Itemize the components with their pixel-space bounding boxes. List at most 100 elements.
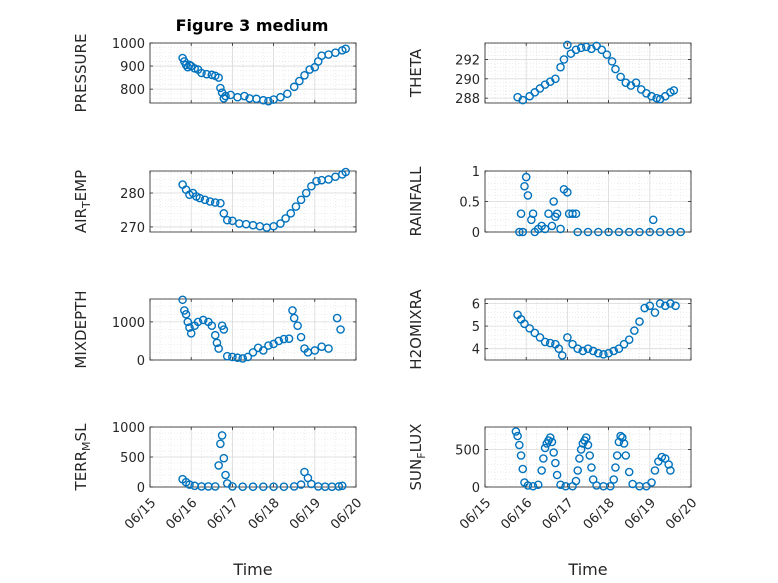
- data-point: [619, 339, 629, 349]
- data-point: [650, 308, 660, 317]
- data-point: [516, 209, 526, 218]
- data-point: [238, 482, 247, 492]
- data-point: [594, 227, 603, 237]
- data-point: [312, 176, 321, 186]
- figure-title: Figure 3 medium: [176, 16, 329, 35]
- data-point: [576, 445, 586, 454]
- subplot-1: 800 900 1000 PRESSURE: [72, 34, 357, 112]
- data-point: [521, 172, 531, 182]
- axes-frame: [484, 426, 692, 488]
- data-point: [291, 202, 301, 211]
- data-point: [296, 332, 306, 342]
- data-point: [258, 346, 268, 355]
- data-point: [655, 227, 665, 237]
- data-point: [647, 91, 656, 101]
- y-tick-label: 292: [455, 53, 480, 68]
- y-tick-label: 290: [455, 73, 480, 88]
- data-point: [219, 94, 229, 103]
- subplot-5: 0 1000 MIXDEPTH: [72, 290, 357, 369]
- data-point: [547, 221, 557, 231]
- data-point: [214, 73, 223, 82]
- data-point: [216, 439, 225, 449]
- data-point: [212, 338, 222, 348]
- data-point: [276, 219, 285, 228]
- data-point: [248, 482, 258, 492]
- data-point: [178, 295, 187, 305]
- data-point: [568, 209, 577, 218]
- y-tick-label: 288: [455, 92, 480, 107]
- data-point: [248, 348, 258, 357]
- data-point: [243, 352, 253, 362]
- axes-frame: [149, 42, 357, 104]
- data-point: [621, 451, 631, 460]
- y-tick-label: 0: [472, 481, 480, 496]
- data-point: [300, 71, 309, 80]
- data-point: [186, 329, 196, 338]
- data-point: [527, 215, 536, 225]
- subplot-6: 4 5 6 H2OMIXRA: [407, 289, 692, 370]
- data-point: [609, 346, 619, 356]
- data-point: [228, 482, 237, 491]
- data-point: [554, 344, 564, 354]
- data-point: [604, 227, 613, 237]
- data-point: [197, 68, 206, 78]
- data-point: [583, 440, 593, 450]
- y-tick-label: 1000: [112, 316, 145, 331]
- data-point: [528, 481, 538, 491]
- data-point: [181, 60, 191, 70]
- data-point: [540, 443, 550, 453]
- data-point: [647, 478, 656, 487]
- data-point: [587, 463, 596, 472]
- y-tick-label: 270: [120, 221, 145, 236]
- data-point: [295, 76, 304, 86]
- y-axis-label: RAINFALL: [407, 166, 425, 237]
- data-point: [581, 42, 591, 52]
- data-point: [585, 451, 595, 460]
- data-point: [563, 333, 572, 342]
- subplot-2: 288 290 292 THETA: [407, 40, 692, 107]
- data-point: [607, 57, 617, 66]
- data-point: [202, 69, 211, 79]
- data-point: [296, 195, 306, 205]
- data-point: [515, 440, 524, 450]
- data-point: [551, 74, 560, 84]
- y-tick-label: 500: [120, 451, 145, 466]
- data-point: [528, 209, 538, 218]
- data-point: [559, 55, 569, 64]
- data-point: [556, 224, 565, 234]
- data-point: [301, 188, 311, 198]
- data-point: [563, 188, 572, 197]
- data-point: [544, 209, 553, 218]
- data-point: [332, 313, 342, 323]
- y-tick-label: 900: [120, 60, 145, 75]
- data-point: [264, 96, 273, 106]
- data-point: [614, 344, 624, 354]
- y-tick-label: 1: [472, 165, 480, 180]
- data-point: [619, 439, 629, 448]
- data-point: [618, 433, 627, 442]
- data-point: [516, 451, 526, 460]
- data-point: [552, 209, 562, 218]
- data-point: [599, 350, 608, 359]
- y-tick-label: 4: [472, 343, 480, 358]
- data-point: [513, 431, 522, 441]
- data-point: [288, 306, 297, 315]
- data-point: [616, 72, 625, 82]
- data-point: [279, 482, 289, 492]
- data-point: [578, 346, 588, 356]
- data-point: [518, 95, 528, 105]
- data-point: [217, 431, 227, 440]
- data-point: [286, 209, 296, 218]
- axes-frame: [149, 170, 357, 233]
- data-point: [518, 227, 528, 237]
- data-point: [556, 480, 565, 490]
- data-point: [664, 460, 673, 469]
- data-point: [666, 299, 675, 308]
- data-point: [219, 325, 229, 334]
- data-point: [310, 346, 320, 355]
- data-point: [537, 466, 546, 475]
- data-point: [549, 197, 558, 206]
- data-point: [210, 482, 220, 491]
- data-point: [222, 215, 232, 225]
- data-point: [219, 209, 229, 218]
